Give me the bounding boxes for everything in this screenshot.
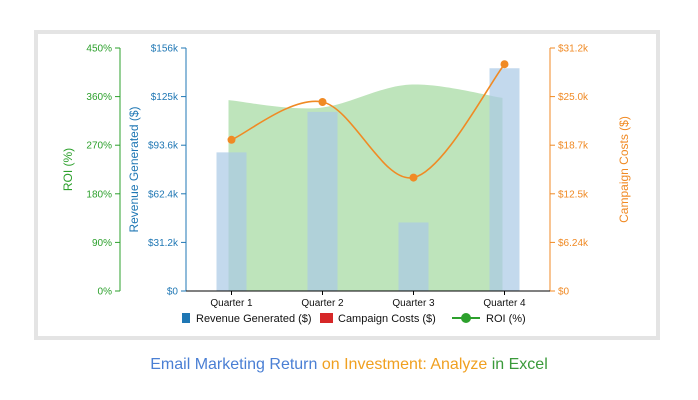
legend-label-1: Revenue Generated ($) xyxy=(196,313,312,325)
chart-frame: 0% 90% 180% 270% 360% 450% ROI (%) $0 $31.2k $62.… xyxy=(34,30,660,340)
cost-tick-label: $18.7k xyxy=(558,141,589,152)
roi-axis-title: ROI (%) xyxy=(61,148,75,191)
caption-part-1: Email Marketing Return xyxy=(150,356,318,373)
campaign-costs-area xyxy=(228,84,503,291)
x-tick-label: Quarter 4 xyxy=(483,298,526,309)
revenue-tick-label: $156k xyxy=(151,44,179,55)
legend-label-2: Campaign Costs ($) xyxy=(338,313,436,325)
legend-label-3: ROI (%) xyxy=(486,313,526,325)
x-tick-label: Quarter 3 xyxy=(392,298,435,309)
roi-tick-label: 270% xyxy=(86,141,112,152)
cost-tick-label: $12.5k xyxy=(558,189,589,200)
page-caption: Email Marketing Return on Investment: An… xyxy=(0,356,698,374)
roi-tick-label: 360% xyxy=(86,92,112,103)
cost-axis-title: Campaign Costs ($) xyxy=(617,116,631,223)
caption-part-3: in Excel xyxy=(487,356,548,373)
roi-tick-label: 90% xyxy=(92,238,112,249)
cost-tick-label: $25.0k xyxy=(558,92,589,103)
x-tick-label: Quarter 2 xyxy=(301,298,344,309)
cost-tick-label: $31.2k xyxy=(558,44,589,55)
legend-swatch-1 xyxy=(182,313,190,323)
revenue-tick-label: $93.6k xyxy=(148,141,179,152)
roi-point-2 xyxy=(318,98,327,106)
x-tick-label: Quarter 1 xyxy=(210,298,253,309)
cost-tick-label: $6.24k xyxy=(558,238,589,249)
caption-part-2: on Investment: Analyze xyxy=(317,356,488,373)
revenue-tick-label: $0 xyxy=(167,287,179,298)
revenue-tick-label: $62.4k xyxy=(148,189,179,200)
legend-swatch-2 xyxy=(320,313,333,323)
revenue-tick-label: $31.2k xyxy=(148,238,179,249)
revenue-bar-2 xyxy=(307,111,338,291)
roi-tick-label: 450% xyxy=(86,44,112,55)
legend: Revenue Generated ($) Campaign Costs ($) R… xyxy=(182,313,526,325)
revenue-axis-title: Revenue Generated ($) xyxy=(127,106,141,232)
revenue-bar-4 xyxy=(489,68,520,291)
roi-line xyxy=(231,63,506,179)
cost-tick-label: $0 xyxy=(558,287,570,298)
roi-point-3 xyxy=(409,173,418,182)
chart: 0% 90% 180% 270% 360% 450% ROI (%) $0 $31.2k $62.… xyxy=(61,44,631,326)
roi-point-4 xyxy=(500,60,509,69)
roi-point-1 xyxy=(227,135,236,144)
revenue-bar-3 xyxy=(398,222,429,291)
revenue-tick-label: $125k xyxy=(151,92,179,103)
roi-tick-label: 0% xyxy=(98,287,113,298)
revenue-bar-1 xyxy=(216,152,247,291)
legend-marker-3 xyxy=(461,313,471,323)
roi-tick-label: 180% xyxy=(86,189,112,200)
